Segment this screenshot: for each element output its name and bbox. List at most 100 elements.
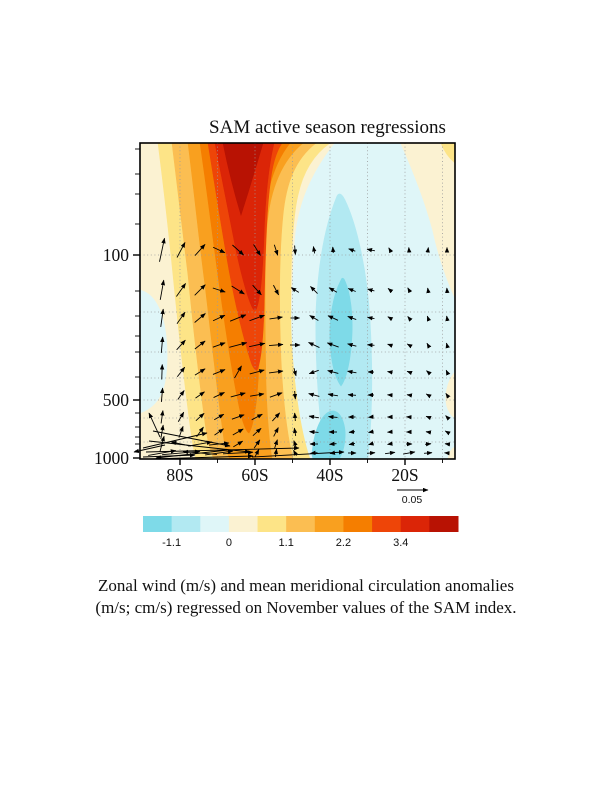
- vector-arrow: [368, 429, 374, 434]
- vector-arrow: [445, 315, 450, 322]
- vector-arrow: [406, 393, 413, 398]
- vector-arrow: [160, 336, 165, 354]
- reference-vector: 0.05: [397, 487, 429, 506]
- vector-arrow: [347, 369, 357, 375]
- vector-arrow: [403, 450, 416, 455]
- vector-arrow: [249, 369, 265, 375]
- chart-title: SAM active season regressions: [209, 117, 446, 138]
- vector-arrow: [368, 441, 374, 446]
- vector-arrow: [269, 315, 283, 320]
- vector-arrow: [214, 413, 225, 421]
- vector-arrow: [212, 287, 226, 293]
- vector-arrow: [348, 441, 356, 446]
- vector-arrow: [234, 365, 242, 379]
- vector-arrow: [310, 286, 318, 294]
- vector-arrow: [444, 430, 451, 436]
- colorbar-segment: [257, 516, 287, 532]
- vector-arrow: [384, 450, 396, 456]
- wind-vectors: [133, 237, 451, 460]
- x-tick-label: 80S: [166, 465, 193, 485]
- vector-arrow: [308, 414, 320, 420]
- vector-arrow: [159, 279, 166, 300]
- colorbar-tick-label: 3.4: [393, 537, 408, 549]
- axis-ticks: [133, 148, 443, 465]
- vector-arrow: [366, 450, 376, 456]
- vector-arrow: [327, 315, 339, 321]
- vector-arrow: [328, 414, 338, 420]
- y-tick-label: 500: [103, 390, 130, 410]
- vector-arrow: [252, 284, 262, 296]
- surface-vector-arrow: [251, 450, 345, 458]
- vector-arrow: [445, 342, 450, 349]
- vector-arrow: [407, 316, 413, 322]
- y-tick-label: 100: [103, 245, 130, 265]
- vector-arrow: [387, 288, 394, 294]
- vector-arrow: [445, 392, 451, 399]
- vector-arrow: [232, 244, 244, 256]
- colorbar-tick-label: -1.1: [162, 537, 181, 549]
- axis-labels: 100 500 1000 80S 60S 40S 20S: [94, 245, 419, 485]
- vector-arrow: [249, 342, 266, 348]
- colorbar-segment: [228, 516, 259, 532]
- vector-arrow: [195, 412, 205, 422]
- vector-arrow: [176, 366, 186, 378]
- vector-arrow: [176, 311, 186, 324]
- vector-arrow: [250, 392, 265, 397]
- colorbar: -1.1 0 1.1 2.2 3.4: [143, 516, 459, 549]
- vector-arrow: [194, 313, 206, 323]
- vector-arrow: [388, 247, 394, 254]
- vector-arrow: [269, 392, 283, 398]
- vector-arrow: [268, 342, 284, 348]
- vector-arrow: [425, 393, 432, 399]
- contour-band: [440, 143, 455, 164]
- vector-arrow: [160, 308, 165, 327]
- colorbar-segment: [143, 516, 173, 532]
- vector-arrow: [425, 415, 432, 421]
- vector-arrow: [367, 288, 375, 293]
- vector-arrow: [366, 248, 376, 253]
- vector-arrow: [213, 392, 225, 398]
- vector-arrow: [292, 412, 298, 422]
- vector-arrow: [252, 427, 262, 437]
- colorbar-segment: [372, 516, 402, 532]
- surface-vector-arrow: [148, 412, 161, 438]
- vector-arrow: [425, 430, 432, 435]
- vector-arrow: [367, 342, 375, 348]
- caption-line-1: Zonal wind (m/s) and mean meridional cir…: [98, 576, 514, 595]
- vector-arrow: [253, 439, 261, 449]
- vector-arrow: [367, 316, 375, 321]
- vector-arrow: [205, 449, 234, 456]
- caption-line-2: (m/s; cm/s) regressed on November values…: [95, 598, 517, 617]
- surface-vector-arrow: [142, 431, 208, 449]
- vector-arrow: [273, 427, 279, 437]
- contour-band: [447, 446, 455, 459]
- vector-arrow: [159, 237, 166, 262]
- vector-arrow: [160, 410, 165, 424]
- contour-band: [140, 289, 168, 414]
- vector-arrow: [290, 287, 300, 293]
- vector-arrow: [194, 368, 206, 376]
- vector-arrow: [308, 369, 319, 375]
- colorbar-segment: [429, 516, 459, 532]
- vector-arrow: [309, 429, 319, 435]
- vector-arrow: [423, 450, 433, 456]
- vector-arrow: [348, 429, 356, 434]
- colorbar-segment: [286, 516, 316, 532]
- vector-arrow: [229, 314, 247, 322]
- surface-vector-arrow: [145, 445, 300, 453]
- figure-caption: Zonal wind (m/s) and mean meridional cir…: [0, 575, 612, 619]
- gridlines: [140, 143, 455, 459]
- vector-arrow: [445, 415, 451, 421]
- vector-arrow: [425, 247, 430, 253]
- vector-arrow: [406, 343, 413, 349]
- surface-vector-arrow: [152, 430, 231, 448]
- vector-arrow: [327, 369, 339, 374]
- vector-arrow: [159, 364, 165, 380]
- vector-arrow: [308, 342, 320, 348]
- vector-arrow: [387, 316, 394, 322]
- vector-arrow: [310, 450, 318, 456]
- vector-arrow: [326, 342, 339, 348]
- plot-frame: [139, 142, 456, 460]
